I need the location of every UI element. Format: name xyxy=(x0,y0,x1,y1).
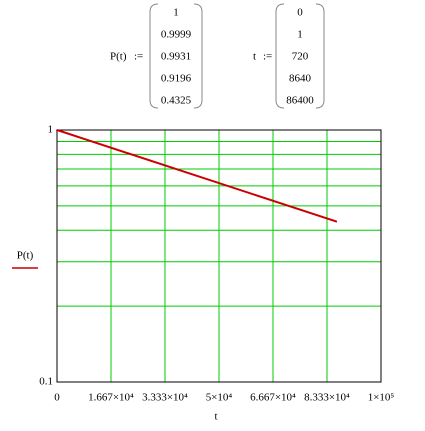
y-tick-label: 0.1 xyxy=(39,376,53,388)
matrix-entry: 1 xyxy=(297,29,303,41)
def-op: := xyxy=(134,51,143,63)
matrix-entry: 1 xyxy=(173,7,179,19)
x-tick-label: 0 xyxy=(54,392,60,404)
matrix-entry: 720 xyxy=(292,51,309,63)
def-name: t xyxy=(253,51,256,63)
matrix-entry: 0.9196 xyxy=(161,73,192,85)
matrix-entry: 0.4325 xyxy=(161,95,192,107)
def-op: := xyxy=(263,51,272,63)
matrix-entry: 8640 xyxy=(289,73,312,85)
bracket xyxy=(193,3,203,109)
x-tick-label: 6.667×10⁴ xyxy=(250,392,296,404)
matrix-entry: 0.9931 xyxy=(161,51,191,63)
y-axis-label: P(t) xyxy=(17,250,34,262)
def-name: P(t) xyxy=(110,51,127,63)
x-tick-label: 1×10⁵ xyxy=(368,392,395,404)
y-tick-label: 1 xyxy=(48,124,54,136)
bracket xyxy=(315,3,325,109)
bracket xyxy=(149,3,159,109)
data-line xyxy=(56,129,338,223)
x-tick-label: 1.667×10⁴ xyxy=(88,392,134,404)
plot-frame xyxy=(56,129,382,383)
x-tick-label: 3.333×10⁴ xyxy=(142,392,188,404)
x-tick-label: 8.333×10⁴ xyxy=(304,392,350,404)
x-tick-label: 5×10⁴ xyxy=(206,392,233,404)
matrix-entry: 0 xyxy=(297,7,303,19)
matrix-entry: 0.9999 xyxy=(161,29,192,41)
bracket xyxy=(275,3,285,109)
matrix-entry: 86400 xyxy=(286,95,314,107)
x-axis-label: t xyxy=(214,411,217,423)
